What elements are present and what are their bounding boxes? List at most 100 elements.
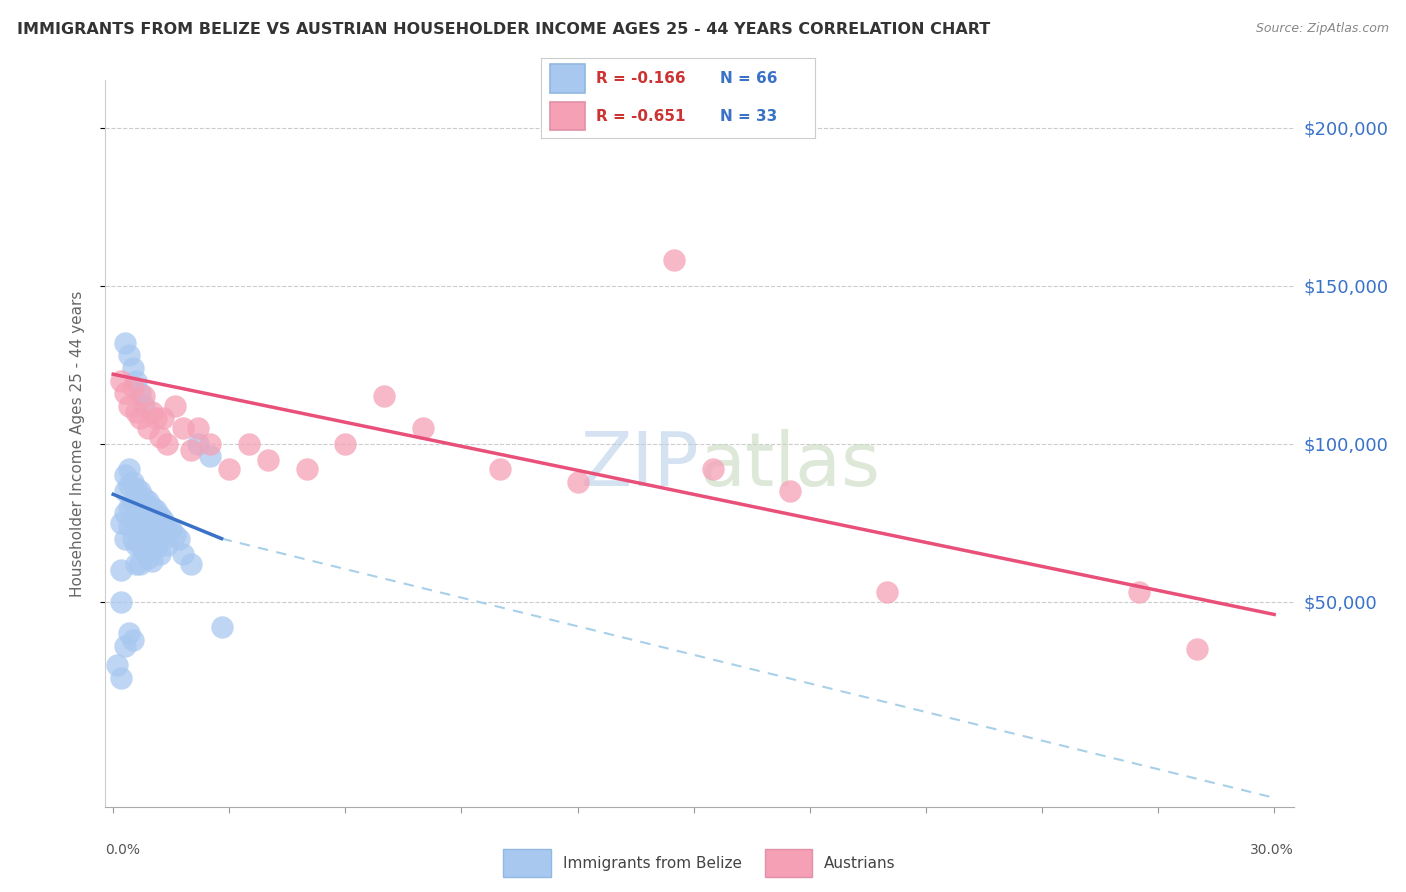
Text: Source: ZipAtlas.com: Source: ZipAtlas.com [1256,22,1389,36]
Point [172,421,194,435]
Point [702,462,724,476]
Point [141,554,163,568]
Point [129,519,152,533]
Text: R = -0.651: R = -0.651 [596,109,686,124]
Point [145,522,167,536]
Point [121,493,143,508]
Point [134,506,156,520]
Point [125,500,148,514]
Point [156,538,179,552]
Point [180,557,202,571]
Point [257,452,280,467]
Point [876,585,898,599]
Point [152,411,174,425]
Point [129,500,152,514]
Point [121,532,143,546]
Point [141,534,163,549]
Point [136,532,159,546]
Point [114,468,136,483]
Point [187,421,209,435]
Text: 30.0%: 30.0% [1250,843,1294,857]
Point [134,525,156,540]
Point [211,620,233,634]
Point [489,462,512,476]
Point [218,462,240,476]
Point [295,462,318,476]
Point [134,389,156,403]
Point [118,462,141,476]
Point [125,557,148,571]
Point [110,595,132,609]
Point [125,519,148,533]
Point [145,541,167,555]
Point [198,437,221,451]
Point [134,491,156,505]
Point [152,532,174,546]
Point [141,500,163,514]
Bar [550,64,585,93]
Point [118,500,141,514]
Point [114,484,136,499]
Point [134,399,156,413]
Point [779,484,801,499]
Point [145,503,167,517]
Point [152,513,174,527]
Bar [503,849,551,877]
Point [110,671,132,685]
Text: IMMIGRANTS FROM BELIZE VS AUSTRIAN HOUSEHOLDER INCOME AGES 25 - 44 YEARS CORRELA: IMMIGRANTS FROM BELIZE VS AUSTRIAN HOUSE… [17,22,990,37]
Point [129,484,152,499]
Point [1185,642,1208,657]
Point [141,405,163,419]
Point [165,399,187,413]
Point [114,335,136,350]
Point [134,544,156,558]
Point [118,478,141,492]
Point [664,253,686,268]
Point [156,437,179,451]
Point [114,386,136,401]
Bar [765,849,813,877]
Point [110,563,132,577]
Point [167,532,190,546]
Point [198,450,221,464]
Point [136,550,159,565]
Point [125,405,148,419]
Point [125,481,148,495]
Text: Immigrants from Belize: Immigrants from Belize [562,856,742,871]
Text: atlas: atlas [700,429,880,502]
Point [129,538,152,552]
Point [114,639,136,653]
Text: Austrians: Austrians [824,856,896,871]
Point [412,421,434,435]
Point [567,475,589,489]
Point [129,557,152,571]
Point [114,506,136,520]
Point [136,421,159,435]
Point [165,528,187,542]
Point [118,348,141,362]
Point [149,548,172,562]
Point [156,519,179,533]
Point [105,658,128,673]
Y-axis label: Householder Income Ages 25 - 44 years: Householder Income Ages 25 - 44 years [70,291,84,597]
Point [114,532,136,546]
Point [238,437,260,451]
Point [172,548,194,562]
Point [121,380,143,394]
Point [118,519,141,533]
Point [110,374,132,388]
Point [125,374,148,388]
Text: R = -0.166: R = -0.166 [596,71,686,86]
Point [180,443,202,458]
Point [125,538,148,552]
Point [136,513,159,527]
Point [149,509,172,524]
Point [149,430,172,444]
Point [187,437,209,451]
Point [110,516,132,530]
Point [121,475,143,489]
Text: N = 66: N = 66 [720,71,778,86]
Point [136,493,159,508]
Bar [550,103,585,130]
Point [121,360,143,375]
